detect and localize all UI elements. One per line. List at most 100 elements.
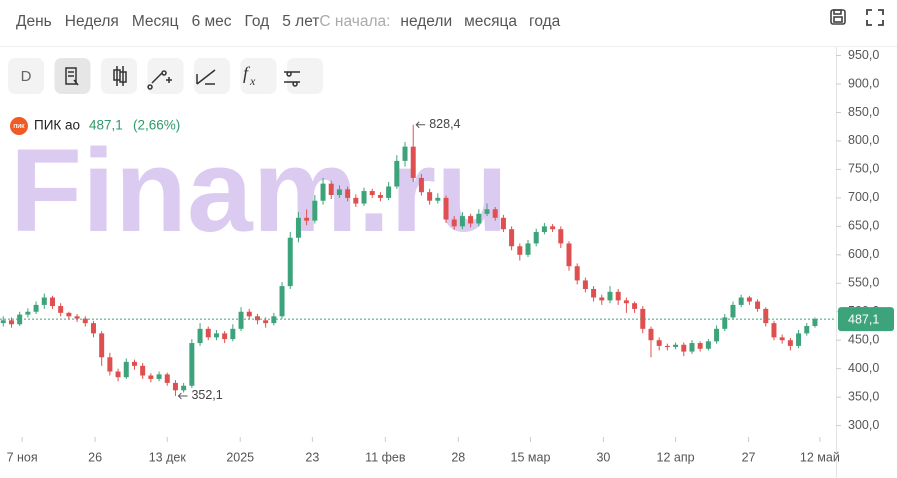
candle-body: [509, 229, 515, 247]
candle-body: [468, 216, 474, 224]
candle-body: [656, 340, 662, 346]
candle-body: [394, 160, 400, 187]
candle-body: [755, 301, 761, 309]
candle-body: [582, 280, 588, 289]
y-tick-label: 900,0: [848, 76, 879, 90]
candle-body: [771, 323, 777, 338]
candle-body: [41, 297, 47, 305]
period-button[interactable]: 5 лет: [282, 13, 320, 30]
candle-body: [541, 226, 547, 233]
y-tick-label: 550,0: [848, 276, 879, 290]
candle-body: [361, 191, 367, 204]
candle-body: [336, 189, 342, 196]
y-tick-label: 350,0: [848, 389, 879, 403]
save-icon[interactable]: [830, 9, 846, 25]
candle-body: [213, 333, 219, 338]
interval-label: D: [21, 68, 32, 85]
candle-body: [295, 217, 301, 238]
tool-button[interactable]: [287, 58, 323, 94]
candle-body: [181, 385, 187, 391]
candle-body: [623, 300, 629, 304]
tool-button[interactable]: [194, 58, 230, 94]
candle-body: [263, 320, 269, 324]
period-button[interactable]: Неделя: [64, 13, 119, 30]
candle-body: [115, 371, 121, 378]
period-button[interactable]: 6 мес: [191, 13, 232, 30]
period-list: День Неделя Месяц 6 мес Год 5 лет: [16, 13, 319, 31]
since-button[interactable]: месяца: [464, 13, 518, 30]
tool-button[interactable]: [240, 58, 277, 94]
candle-body: [648, 328, 654, 341]
candle-body: [591, 288, 597, 298]
candle-body: [172, 382, 178, 391]
candle-body: [230, 328, 236, 340]
y-tick-label: 600,0: [848, 247, 879, 261]
y-tick-label: 450,0: [848, 333, 879, 347]
x-tick-label: 23: [305, 450, 319, 464]
candle-body: [320, 183, 326, 201]
candle-body: [681, 344, 687, 352]
candle-body: [640, 308, 646, 329]
candle-body: [328, 183, 334, 196]
candle-body: [787, 340, 793, 346]
annotation-label: 352,1: [191, 388, 222, 402]
candle-body: [779, 337, 785, 341]
candle-body: [222, 333, 228, 340]
legend-change: (2,66%): [133, 118, 180, 133]
candle-body: [238, 311, 244, 329]
candle-body: [246, 311, 252, 317]
candle-body: [459, 216, 465, 227]
candle-body: [607, 291, 613, 301]
x-tick-label: 27: [742, 450, 756, 464]
last-price-box: [838, 307, 894, 332]
candle-body: [812, 319, 818, 326]
candle-body: [664, 345, 670, 348]
candle-body: [443, 197, 449, 220]
candle-body: [58, 306, 64, 313]
period-button[interactable]: Месяц: [131, 13, 179, 30]
candle-body: [90, 323, 96, 334]
candle-body: [673, 344, 679, 348]
tool-button[interactable]: [8, 58, 44, 94]
since-button[interactable]: недели: [400, 13, 453, 30]
candle-body: [632, 303, 638, 309]
candle-body: [402, 146, 408, 161]
candle-body: [99, 333, 105, 358]
candle-body: [140, 365, 146, 376]
candle-body: [525, 243, 531, 255]
period-button[interactable]: День: [16, 13, 52, 30]
candle-body: [550, 226, 556, 230]
y-tick-label: 750,0: [848, 162, 879, 176]
function-icon: x: [249, 74, 256, 88]
candle-body: [386, 186, 392, 198]
candle-body: [254, 316, 260, 321]
tool-icon: [147, 70, 172, 90]
tool-icon: [65, 67, 79, 86]
logo-text: ПИК: [13, 124, 25, 130]
last-price-label: 487,1: [848, 312, 879, 326]
since-button[interactable]: года: [529, 13, 561, 30]
x-tick-label: 28: [451, 450, 465, 464]
candle-body: [697, 343, 703, 349]
tool-button[interactable]: [101, 58, 137, 94]
candle-body: [156, 374, 162, 379]
candle-body: [25, 311, 31, 315]
candle-body: [804, 325, 810, 334]
candle-body: [66, 312, 72, 317]
candle-body: [123, 361, 129, 378]
period-button[interactable]: Год: [244, 13, 270, 30]
y-tick-label: 800,0: [848, 133, 879, 147]
candle-body: [517, 246, 523, 255]
tool-icon: [196, 69, 216, 85]
tool-icon: [113, 66, 127, 86]
since-list: недели месяца года: [400, 13, 560, 31]
candle-body: [574, 266, 580, 281]
candle-body: [418, 177, 424, 193]
tool-button[interactable]: [147, 58, 184, 94]
x-tick-label: 30: [596, 450, 610, 464]
fullscreen-icon[interactable]: [866, 9, 884, 26]
candle-body: [8, 320, 14, 325]
candle-body: [189, 343, 195, 386]
legend-price: 487,1: [89, 118, 123, 133]
